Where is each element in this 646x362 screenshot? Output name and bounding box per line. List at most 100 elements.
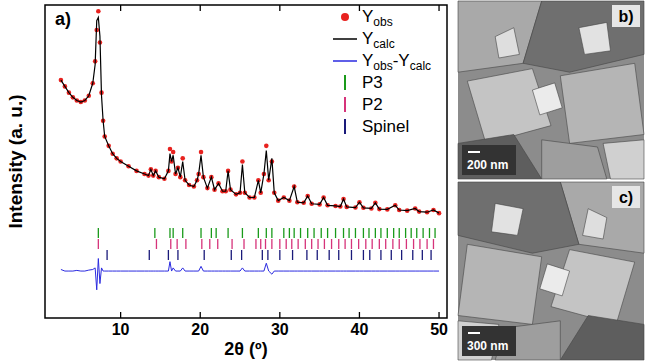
reflection-tick <box>344 239 345 249</box>
reflection-tick <box>305 239 306 249</box>
reflection-tick <box>297 239 298 249</box>
legend-marker <box>344 75 346 90</box>
reflection-tick <box>311 239 312 249</box>
scale-bar <box>468 151 480 153</box>
reflection-tick <box>215 228 216 238</box>
reflection-tick <box>380 250 381 260</box>
legend-label: P2 <box>362 95 383 114</box>
sem-crystal <box>532 83 562 115</box>
reflection-tick <box>338 250 339 260</box>
reflection-tick <box>405 228 406 238</box>
reflection-tick <box>201 239 202 249</box>
scale-bar <box>468 332 480 334</box>
reflection-tick <box>217 239 218 249</box>
reflection-tick <box>351 239 352 249</box>
reflection-tick <box>363 250 364 260</box>
x-tick-top <box>438 5 439 11</box>
reflection-tick <box>242 228 243 238</box>
x-tick-label: 20 <box>191 321 209 338</box>
reflection-tick <box>426 239 427 249</box>
sem-crystal <box>542 140 607 179</box>
reflection-tick <box>300 228 301 238</box>
reflection-tick <box>358 239 359 249</box>
x-tick-label: 30 <box>271 321 289 338</box>
reflection-tick <box>313 228 314 238</box>
sem-crystal <box>579 22 611 54</box>
legend-label: Spinel <box>362 117 409 136</box>
series-line <box>61 18 439 214</box>
legend-marker <box>344 119 346 134</box>
reflection-tick <box>375 228 376 238</box>
sem-crystal <box>458 182 579 253</box>
legend-label-part: obs <box>373 59 392 73</box>
sem-crystal <box>560 63 644 143</box>
reflection-tick <box>351 250 352 260</box>
x-tick-top <box>279 5 280 11</box>
legend-label-part: Y <box>362 29 373 48</box>
reflection-tick <box>255 239 256 249</box>
legend-marker <box>333 60 357 62</box>
reflection-tick <box>289 228 290 238</box>
reflection-tick <box>173 228 174 238</box>
x-tick <box>438 312 439 318</box>
legend-label: Yobs <box>362 7 393 29</box>
reflection-tick <box>379 239 380 249</box>
sem-crystal <box>458 135 542 180</box>
reflection-tick <box>365 239 366 249</box>
panel-label: c) <box>619 189 633 206</box>
scale-patch <box>462 145 516 175</box>
sem-background <box>458 1 644 179</box>
observed-point <box>240 159 245 164</box>
reflection-tick <box>324 239 325 249</box>
reflection-tick <box>363 228 364 238</box>
reflection-tick <box>368 228 369 238</box>
sem-crystal <box>495 28 519 58</box>
legend-label-part: Y <box>362 7 373 26</box>
observed-point <box>199 150 204 155</box>
reflection-tick <box>422 250 423 260</box>
scale-patch <box>462 326 516 356</box>
reflection-tick <box>348 228 349 238</box>
reflection-tick <box>149 250 150 260</box>
reflection-tick <box>231 239 232 249</box>
label-patch <box>612 186 640 208</box>
legend-marker <box>341 13 349 21</box>
reflection-tick <box>271 228 272 238</box>
x-tick-label: 40 <box>351 321 369 338</box>
reflection-tick <box>156 239 157 249</box>
reflection-tick <box>241 250 242 260</box>
y-axis-title: Intensity (a. u.) <box>5 94 26 228</box>
legend-label: Yobs-Ycalc <box>362 51 431 73</box>
reflection-tick <box>380 228 381 238</box>
reflection-tick <box>243 239 244 249</box>
reflection-tick <box>106 250 107 260</box>
panel-label: a) <box>55 9 71 29</box>
reflection-tick <box>182 228 183 238</box>
scale-bar-label: 200 nm <box>467 158 508 172</box>
reflection-tick <box>258 228 259 238</box>
reflection-tick <box>271 239 272 249</box>
reflection-tick <box>266 228 267 238</box>
reflection-tick <box>279 250 280 260</box>
observed-point <box>437 211 442 216</box>
sem-crystal <box>523 1 644 72</box>
reflection-tick <box>416 228 417 238</box>
reflection-tick <box>283 228 284 238</box>
reflection-tick <box>98 228 99 238</box>
reflection-tick <box>406 239 407 249</box>
observed-point <box>96 9 101 14</box>
reflection-tick <box>307 228 308 238</box>
x-tick <box>200 312 201 318</box>
scale-bar-label: 300 nm <box>467 339 508 353</box>
reflection-tick <box>429 228 430 238</box>
reflection-tick <box>265 239 266 249</box>
sem-crystal <box>458 244 542 324</box>
reflection-tick <box>321 228 322 238</box>
series-line <box>61 259 439 290</box>
observed-point <box>171 150 176 155</box>
legend-marker <box>344 97 346 112</box>
reflection-tick <box>306 250 307 260</box>
reflection-tick <box>231 250 232 260</box>
reflection-tick <box>292 250 293 260</box>
reflection-tick <box>393 228 394 238</box>
